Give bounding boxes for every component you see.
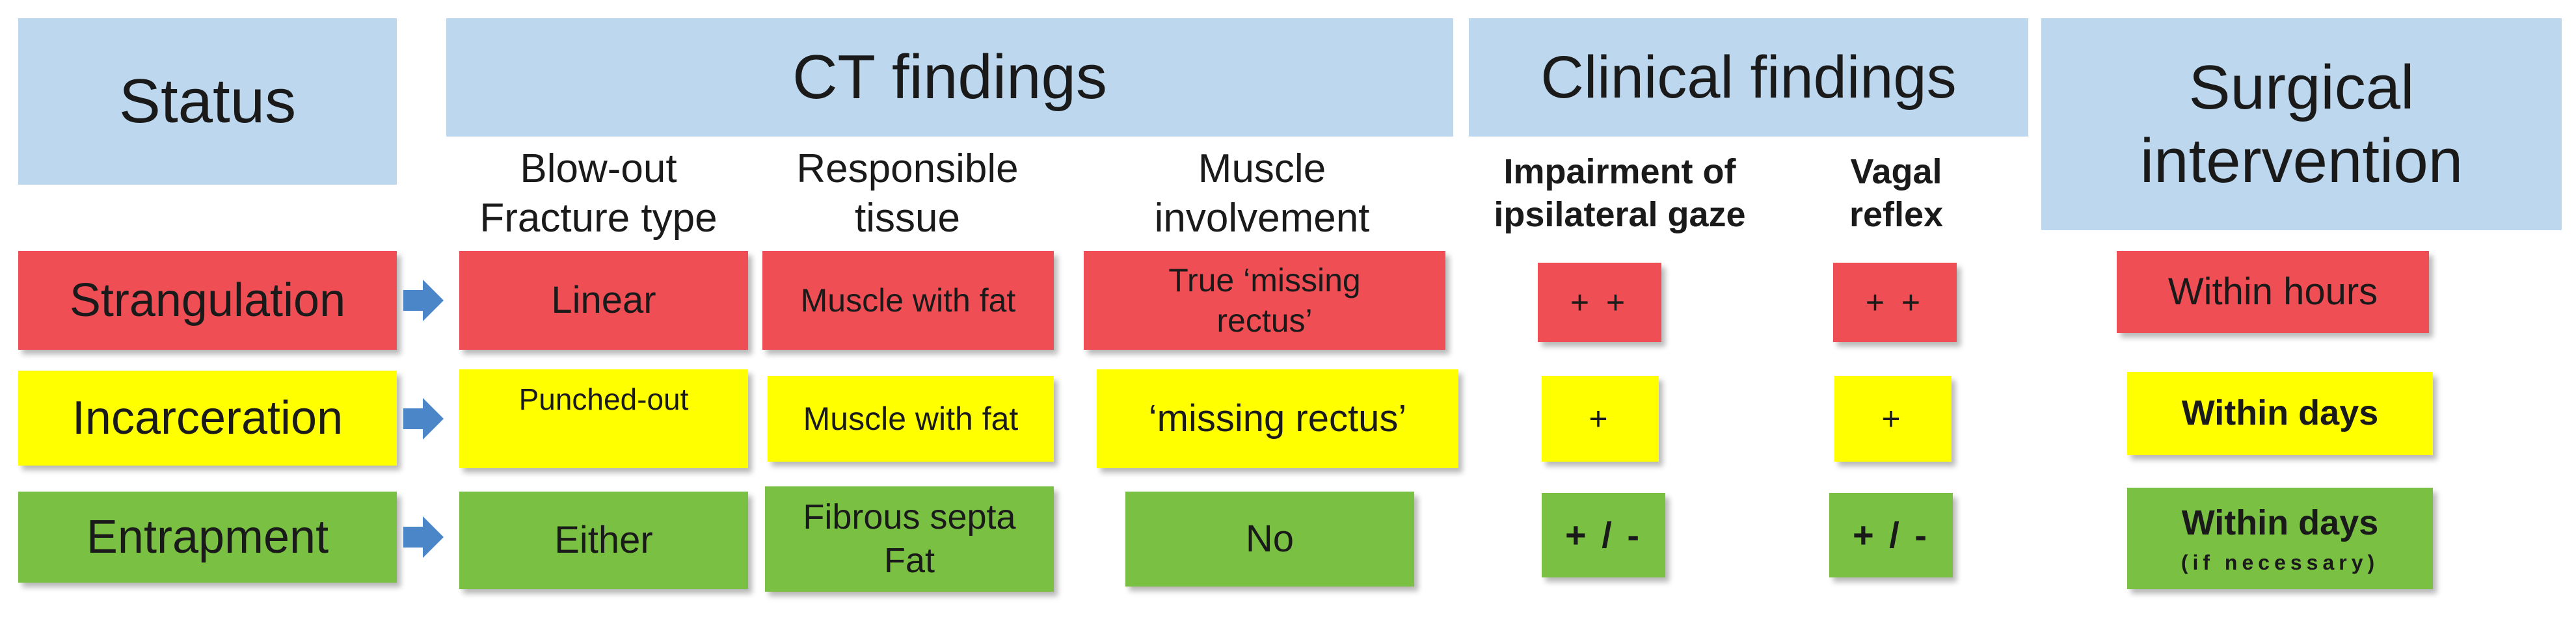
ipsilateral-gaze-subheader: Impairment of ipsilateral gaze: [1464, 137, 1776, 251]
tissue-entrapment: Fibrous septa Fat: [765, 486, 1054, 592]
right-arrow-icon: [403, 398, 444, 440]
fracture-strangulation-label: Linear: [551, 278, 656, 321]
tissue-entrapment-line1: Fibrous septa: [803, 497, 1016, 536]
surgical-header-line1: Surgical: [2188, 52, 2415, 122]
muscle-subheader-line1: Muscle: [1198, 146, 1326, 192]
surgery-incarceration: Within days: [2127, 372, 2433, 455]
status-strangulation: Strangulation: [18, 251, 397, 350]
ct-findings-header: CT findings: [446, 18, 1453, 137]
gaze-incarceration-label: +: [1589, 400, 1612, 437]
muscle-entrapment-label: No: [1245, 517, 1295, 560]
muscle-strangulation-line2: rectus’: [1216, 302, 1313, 339]
gaze-subheader-line2: ipsilateral gaze: [1494, 195, 1746, 234]
fracture-incarceration-label: Punched-out: [518, 382, 689, 416]
surgical-header-line2: intervention: [2140, 126, 2463, 196]
status-header: Status: [18, 18, 397, 185]
surgery-strangulation-label: Within hours: [2167, 270, 2378, 313]
vagal-strangulation-label: + +: [1865, 284, 1925, 321]
status-header-label: Status: [118, 66, 297, 137]
tissue-entrapment-line2: Fat: [883, 541, 935, 580]
fracture-entrapment-label: Either: [554, 518, 653, 561]
vagal-strangulation: + +: [1833, 263, 1957, 342]
gaze-strangulation: + +: [1538, 263, 1661, 342]
vagal-entrapment: + / -: [1829, 493, 1953, 577]
muscle-subheader-line2: involvement: [1154, 196, 1370, 241]
fracture-subheader-line1: Blow-out: [520, 146, 677, 192]
vagal-subheader-line2: reflex: [1849, 195, 1944, 234]
surgery-entrapment: Within days (if necessary): [2127, 488, 2433, 589]
vagal-entrapment-label: + / -: [1852, 514, 1930, 555]
surgery-incarceration-label: Within days: [2181, 393, 2379, 433]
ct-findings-header-label: CT findings: [792, 42, 1107, 112]
status-incarceration-label: Incarceration: [72, 392, 343, 444]
fracture-type-subheader: Blow-out Fracture type: [449, 137, 748, 251]
right-arrow-icon: [403, 280, 444, 321]
clinical-findings-header-label: Clinical findings: [1540, 44, 1957, 111]
tissue-strangulation: Muscle with fat: [762, 251, 1054, 350]
gaze-strangulation-label: + +: [1570, 284, 1630, 321]
gaze-entrapment-label: + / -: [1564, 514, 1643, 555]
fracture-entrapment: Either: [459, 492, 748, 589]
fracture-strangulation: Linear: [459, 251, 748, 350]
vagal-incarceration: +: [1834, 376, 1952, 462]
vagal-incarceration-label: +: [1881, 400, 1905, 437]
tissue-incarceration-label: Muscle with fat: [803, 400, 1019, 437]
muscle-entrapment: No: [1125, 492, 1414, 587]
surgery-entrapment-line2: (if necessary): [2180, 550, 2380, 574]
surgery-strangulation: Within hours: [2117, 251, 2429, 333]
clinical-findings-header: Clinical findings: [1469, 18, 2028, 137]
status-incarceration: Incarceration: [18, 371, 397, 466]
muscle-strangulation: True ‘missing rectus’: [1084, 251, 1445, 350]
tissue-subheader-line1: Responsible: [796, 146, 1019, 192]
vagal-subheader-line1: Vagal: [1850, 152, 1942, 192]
gaze-incarceration: +: [1542, 376, 1659, 462]
responsible-tissue-subheader: Responsible tissue: [755, 137, 1060, 251]
tissue-subheader-line2: tissue: [855, 196, 960, 241]
gaze-entrapment: + / -: [1542, 493, 1665, 577]
tissue-incarceration: Muscle with fat: [768, 376, 1054, 462]
right-arrow-icon: [403, 516, 444, 558]
surgical-intervention-header: Surgical intervention: [2041, 18, 2562, 230]
fracture-incarceration: Punched-out: [459, 369, 748, 468]
vagal-reflex-subheader: Vagal reflex: [1808, 137, 1984, 251]
status-entrapment-label: Entrapment: [86, 511, 329, 563]
gaze-subheader-line1: Impairment of: [1503, 152, 1736, 192]
fracture-subheader-line2: Fracture type: [479, 196, 718, 241]
muscle-incarceration-label: ‘missing rectus’: [1148, 397, 1407, 440]
muscle-strangulation-line1: True ‘missing: [1168, 261, 1361, 298]
muscle-involvement-subheader: Muscle involvement: [1080, 137, 1444, 251]
status-strangulation-label: Strangulation: [69, 274, 346, 326]
surgery-entrapment-line1: Within days: [2181, 503, 2379, 543]
status-entrapment: Entrapment: [18, 492, 397, 583]
tissue-strangulation-label: Muscle with fat: [800, 282, 1016, 319]
muscle-incarceration: ‘missing rectus’: [1097, 369, 1458, 468]
